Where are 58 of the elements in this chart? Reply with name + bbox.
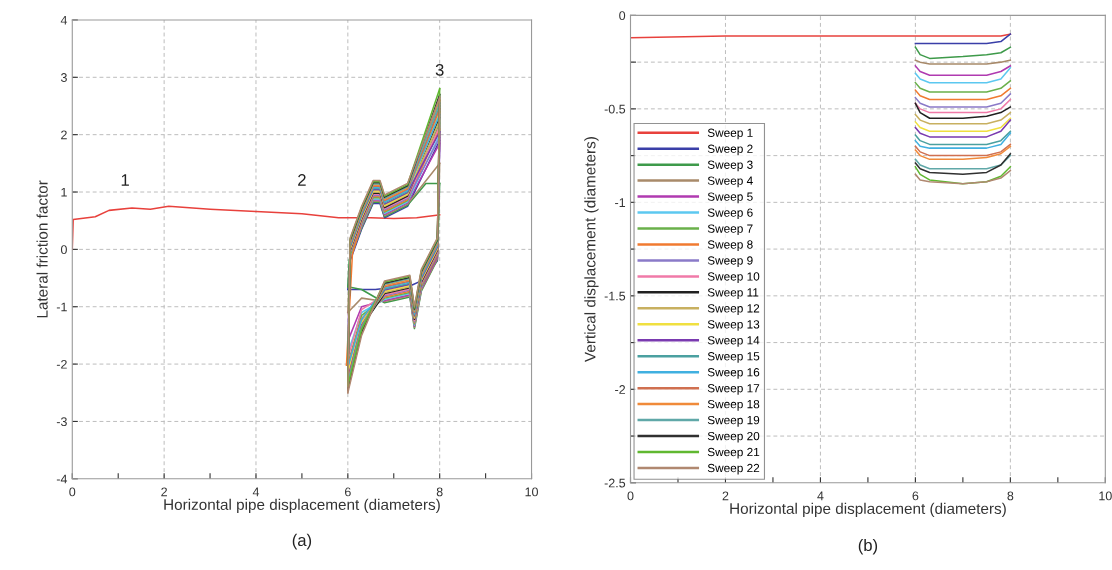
legend-label: Sweep 9 [707, 256, 753, 267]
legend-label: Sweep 2 [707, 144, 753, 156]
legend-label: Sweep 18 [707, 399, 760, 411]
x-tick-label: 4 [252, 487, 260, 497]
y-tick-label: -1.5 [604, 291, 626, 301]
x-tick-label: 10 [1099, 491, 1112, 501]
legend-label: Sweep 8 [707, 240, 753, 252]
y-tick-label: -2.5 [604, 478, 626, 488]
y-tick-label: -1 [56, 302, 67, 312]
x-tick-label: 4 [817, 491, 824, 501]
legend-label: Sweep 12 [707, 304, 760, 315]
y-axis-title: Vertical displacement (diameters) [584, 137, 599, 362]
y-tick-label: 0 [619, 11, 626, 21]
y-tick-label: 4 [60, 15, 68, 25]
y-tick-label: -1 [615, 198, 626, 207]
x-tick-label: 6 [912, 491, 919, 501]
y-tick-label: 3 [60, 73, 67, 82]
legend-label: Sweep 4 [707, 176, 753, 188]
x-tick-label: 2 [161, 487, 167, 497]
text: (a) [292, 533, 312, 550]
x-tick-label: 2 [722, 491, 729, 501]
annotation: 2 [298, 174, 306, 186]
x-tick-label: 8 [436, 487, 443, 497]
legend-label: Sweep 17 [707, 384, 760, 395]
legend-label: Sweep 5 [707, 192, 753, 204]
y-tick-label: -2 [615, 385, 626, 394]
legend-label: Sweep 1 [707, 128, 753, 140]
legend-label: Sweep 22 [707, 463, 760, 475]
legend-label: Sweep 14 [707, 336, 760, 347]
legend-label: Sweep 20 [707, 431, 760, 443]
text: (b) [858, 538, 878, 555]
annotation: 3 [435, 63, 444, 76]
x-tick-label: 10 [525, 487, 538, 497]
y-tick-label: -2 [56, 359, 67, 369]
legend-label: Sweep 3 [707, 160, 753, 172]
y-tick-label: 0 [60, 245, 67, 255]
x-tick-label: 0 [627, 491, 634, 501]
y-tick-label: 1 [61, 187, 67, 197]
y-tick-label: -4 [56, 474, 68, 484]
y-tick-label: -3 [56, 417, 67, 427]
x-tick-label: 6 [344, 487, 351, 497]
x-axis-title: Horizontal pipe displacement (diameters) [730, 502, 1006, 518]
legend-label: Sweep 11 [707, 288, 759, 299]
annotation: 1 [121, 174, 129, 186]
legend-label: Sweep 6 [707, 208, 753, 220]
legend-label: Sweep 19 [707, 415, 760, 427]
legend-label: Sweep 7 [707, 224, 753, 236]
y-tick-label: 2 [61, 130, 67, 140]
y-axis-title: Lateral friction factor [36, 180, 48, 318]
legend-label: Sweep 16 [707, 368, 760, 379]
x-axis-title: Horizontal pipe displacement (diameters) [164, 498, 440, 514]
legend-label: Sweep 21 [707, 447, 760, 459]
legend-label: Sweep 15 [707, 352, 760, 363]
x-tick-label: 0 [69, 487, 76, 497]
y-tick-label: -0.5 [604, 104, 626, 114]
legend-label: Sweep 10 [707, 272, 760, 283]
x-tick-label: 8 [1007, 491, 1014, 501]
legend-label: Sweep 13 [707, 320, 760, 331]
